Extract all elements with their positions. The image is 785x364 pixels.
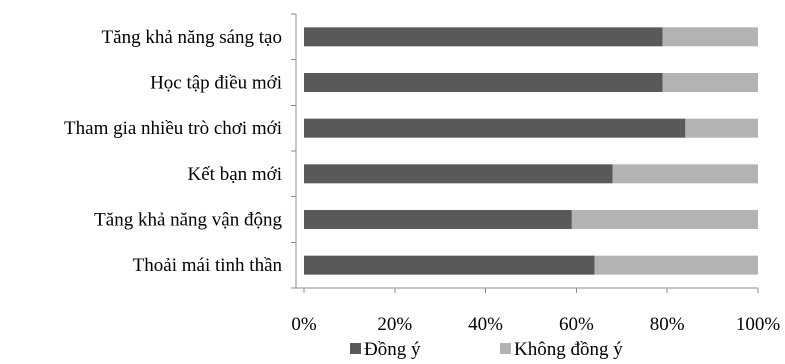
category-label-5: Thoải mái tinh thần (133, 255, 283, 276)
legend: Đồng ý Không đồng ý (350, 339, 623, 360)
category-label-1: Học tập điều mới (150, 73, 282, 94)
bar-segment-agree-1 (304, 73, 663, 92)
x-tick-label-2: 40% (468, 314, 503, 335)
bar-segment-agree-4 (304, 210, 572, 229)
bar-segment-agree-0 (304, 27, 663, 47)
bar-segment-agree-3 (304, 164, 613, 184)
category-label-0: Tăng khả năng sáng tạo (102, 27, 282, 48)
bar-segment-disagree-4 (571, 210, 758, 229)
category-label-3: Kết bạn mới (188, 164, 282, 185)
category-labels: Tăng khả năng sáng tạo Học tập điều mới Th… (64, 27, 282, 276)
legend-swatch-agree (350, 343, 361, 354)
legend-label-disagree: Không đồng ý (514, 339, 623, 360)
x-tick-label-5: 100% (736, 314, 781, 335)
axes-layer (291, 13, 759, 293)
bar-segment-agree-5 (304, 255, 595, 275)
category-label-4: Tăng khả năng vận động (94, 210, 282, 231)
x-tick-label-3: 60% (559, 314, 594, 335)
x-tick-label-4: 80% (650, 314, 685, 335)
legend-label-agree: Đồng ý (364, 339, 421, 360)
category-label-2: Tham gia nhiều trò chơi mới (64, 118, 282, 139)
x-tick-label-1: 20% (377, 314, 412, 335)
bar-segment-disagree-2 (685, 118, 758, 138)
x-tick-labels: 0% 20% 40% 60% 80% 100% (291, 314, 780, 335)
bar-segment-disagree-0 (662, 27, 758, 47)
bar-segment-agree-2 (304, 118, 686, 138)
bar-segment-disagree-5 (594, 255, 758, 275)
x-tick-label-0: 0% (291, 314, 317, 335)
bars-layer (304, 27, 758, 275)
bar-segment-disagree-3 (612, 164, 758, 184)
legend-swatch-disagree (500, 343, 511, 354)
bar-segment-disagree-1 (662, 73, 758, 92)
